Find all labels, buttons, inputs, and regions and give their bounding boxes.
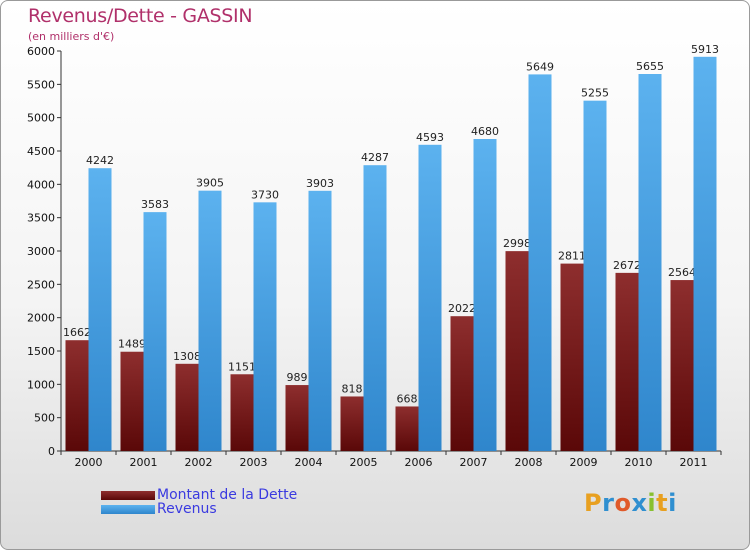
data-label-debt: 1489 [118, 338, 146, 351]
x-tick-label: 2001 [130, 456, 158, 469]
y-tick-label: 3500 [27, 212, 55, 225]
data-label-debt: 1308 [173, 350, 201, 363]
x-tick-label: 2002 [185, 456, 213, 469]
y-tick-label: 5000 [27, 112, 55, 125]
x-tick-label: 2008 [515, 456, 543, 469]
logo-letter: x [631, 489, 648, 517]
bar-debt [395, 406, 419, 451]
data-label-revenue: 4680 [471, 125, 499, 138]
data-label-revenue: 3905 [196, 177, 224, 190]
data-label-revenue: 5649 [526, 60, 554, 73]
bar-revenue [308, 190, 332, 452]
bar-debt [450, 316, 474, 451]
bar-revenue [363, 165, 387, 451]
x-tick-label: 2007 [460, 456, 488, 469]
bar-revenue [198, 190, 222, 451]
legend-item-revenue: Revenus [101, 501, 217, 517]
bar-debt [560, 263, 584, 451]
y-tick-label: 1000 [27, 378, 55, 391]
x-tick-label: 2005 [350, 456, 378, 469]
y-tick-label: 3000 [27, 245, 55, 258]
logo-letter: o [614, 489, 632, 517]
bar-revenue [143, 212, 167, 451]
y-tick-label: 0 [48, 445, 55, 458]
data-label-revenue: 5913 [691, 43, 719, 56]
bar-revenue [528, 74, 552, 452]
proxiti-logo: Proxiti [584, 489, 677, 517]
bar-revenue [693, 56, 717, 452]
data-label-debt: 1151 [228, 360, 256, 373]
data-label-revenue: 5655 [636, 60, 664, 73]
bar-revenue [583, 100, 607, 452]
data-label-revenue: 4242 [86, 154, 114, 167]
bar-debt [230, 374, 254, 451]
x-tick-label: 2010 [625, 456, 653, 469]
logo-letter: i [668, 489, 677, 517]
x-tick-label: 2009 [570, 456, 598, 469]
data-label-revenue: 3903 [306, 177, 334, 190]
y-tick-label: 1500 [27, 345, 55, 358]
y-tick-label: 4000 [27, 178, 55, 191]
y-tick-label: 2500 [27, 278, 55, 291]
data-label-revenue: 4287 [361, 151, 389, 164]
data-label-debt: 668 [397, 392, 418, 405]
legend-swatch-revenue [101, 504, 155, 514]
bar-revenue [638, 74, 662, 451]
data-label-revenue: 4593 [416, 131, 444, 144]
data-label-debt: 2811 [558, 250, 586, 263]
x-tick-label: 2006 [405, 456, 433, 469]
bar-debt [175, 363, 199, 451]
legend-item-debt: Montant de la Dette [101, 487, 297, 503]
legend-swatch-debt [101, 490, 155, 500]
y-tick-label: 6000 [27, 45, 55, 58]
bar-revenue [473, 139, 497, 451]
legend-label-debt: Montant de la Dette [157, 487, 298, 503]
bar-debt [615, 272, 639, 451]
y-tick-label: 5500 [27, 78, 55, 91]
data-label-debt: 2672 [613, 259, 641, 272]
x-tick-label: 2004 [295, 456, 323, 469]
data-label-revenue: 3730 [251, 188, 279, 201]
data-label-revenue: 5255 [581, 87, 609, 100]
logo-letter: r [602, 489, 615, 517]
x-tick-label: 2003 [240, 456, 268, 469]
bar-revenue [253, 202, 277, 451]
bar-debt [120, 351, 144, 451]
bar-revenue [88, 168, 112, 451]
data-label-debt: 818 [342, 382, 363, 395]
bar-debt [340, 396, 364, 451]
logo-letter: P [584, 489, 603, 517]
bar-debt [505, 251, 529, 451]
bar-debt [65, 340, 89, 451]
x-tick-label: 2000 [75, 456, 103, 469]
data-label-debt: 1662 [63, 326, 91, 339]
chart-title: Revenus/Dette - GASSIN [28, 5, 253, 27]
data-label-debt: 2022 [448, 302, 476, 315]
data-label-debt: 989 [287, 371, 308, 384]
bar-revenue [418, 144, 442, 452]
y-tick-label: 4500 [27, 145, 55, 158]
chart-subtitle: (en milliers d'€) [28, 30, 115, 43]
data-label-debt: 2998 [503, 237, 531, 250]
legend-label-revenue: Revenus [157, 501, 217, 517]
bar-debt [285, 385, 309, 451]
logo-letter: t [656, 489, 669, 517]
y-tick-label: 500 [34, 412, 55, 425]
logo-letter: i [647, 489, 657, 517]
data-label-debt: 2564 [668, 266, 696, 279]
data-label-revenue: 3583 [141, 198, 169, 211]
bar-debt [670, 280, 694, 451]
x-tick-label: 2011 [680, 456, 708, 469]
y-tick-label: 2000 [27, 312, 55, 325]
